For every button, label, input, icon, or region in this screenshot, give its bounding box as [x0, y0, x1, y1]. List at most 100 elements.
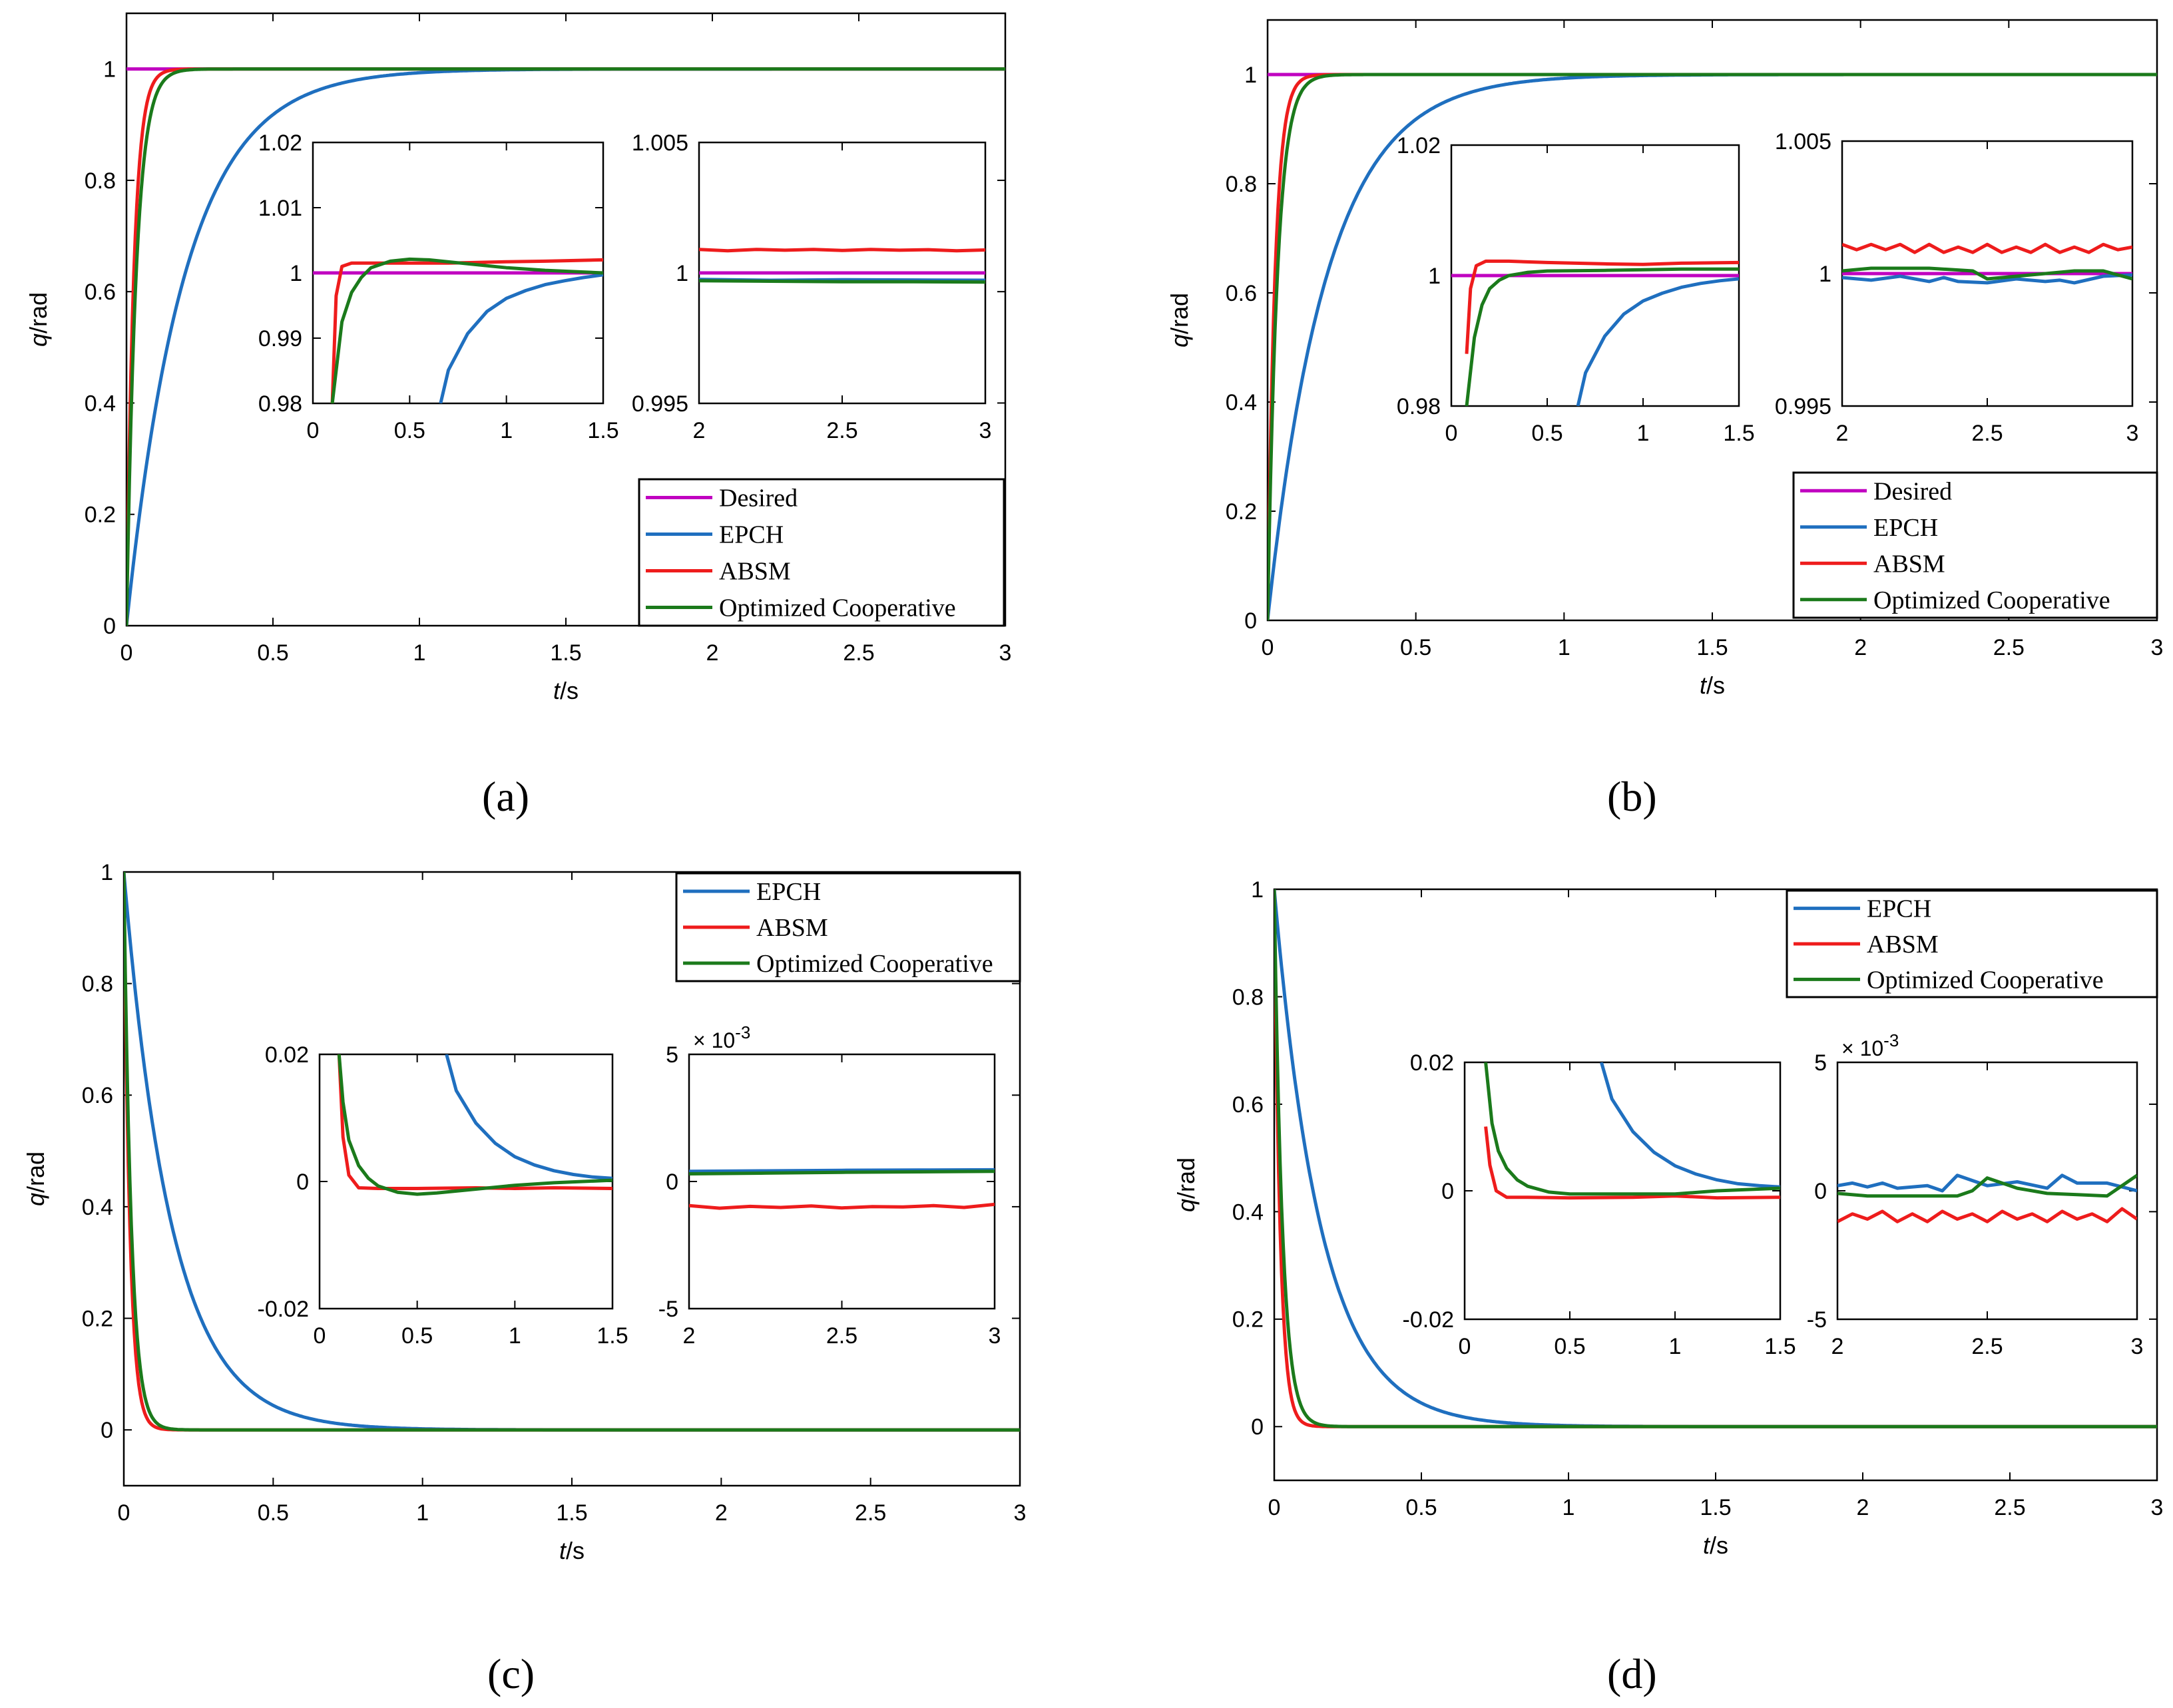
panel-label-a: (a) — [482, 773, 530, 820]
inset-y-tick-label: 0.98 — [1397, 394, 1441, 419]
inset-y-tick-label: 1 — [1428, 264, 1441, 289]
legend-label-absm: ABSM — [1867, 931, 1939, 959]
inset-y-tick-label: -0.02 — [258, 1297, 310, 1322]
main-x-tick-label: 0 — [118, 1500, 130, 1526]
main-y-tick-label: 0.6 — [1226, 281, 1257, 306]
legend-label-optimized-cooperative: Optimized Cooperative — [756, 950, 993, 978]
inset-y-tick-label: 0.98 — [258, 391, 302, 417]
inset-2: 2 2.5 3 -5 0 5 × 10-3 — [658, 1022, 1001, 1349]
x-axis-label-unit: /s — [1710, 1532, 1728, 1559]
x-axis-label-var: t — [559, 1537, 567, 1564]
main-y-tick-label: 0.2 — [1226, 499, 1257, 525]
inset-x-tick-label: 1 — [509, 1323, 521, 1349]
inset-y-tick-label: 5 — [666, 1042, 678, 1068]
main-y-tick-label: 1 — [101, 860, 113, 885]
legend: EPCH ABSM Optimized Cooperative — [1786, 889, 2158, 998]
inset-x-tick-label: 3 — [989, 1323, 1001, 1349]
legend: EPCH ABSM Optimized Cooperative — [675, 872, 1021, 982]
inset-multiplier: × 10-3 — [1841, 1030, 1899, 1060]
inset-x-tick-label: 0.5 — [401, 1323, 433, 1349]
y-axis-label-var: q — [1166, 334, 1193, 347]
legend-label-optimized-cooperative: Optimized Cooperative — [1867, 966, 2104, 994]
y-axis-label-var: q — [25, 333, 52, 347]
panel-a: 0 0.5 1 1.5 2 2.5 3 0 0.2 0.4 0.6 0.8 1 t/s q/rad 0 0.5 1… — [25, 12, 1011, 704]
main-y-tick-label: 0 — [101, 1418, 113, 1443]
inset-1: 0 0.5 1 1.5 0.98 1 1.02 — [1397, 133, 1755, 446]
inset-series-optimized-cooperative — [1465, 267, 1739, 406]
main-y-tick-label: 0.4 — [1232, 1199, 1264, 1225]
inset-y-tick-label: 1.02 — [1397, 133, 1441, 158]
main-x-tick-label: 2.5 — [1994, 1495, 2025, 1520]
inset-x-tick-label: 0 — [314, 1323, 326, 1349]
x-axis-label-var: t — [553, 677, 561, 704]
inset-series-epch — [439, 273, 603, 403]
x-axis-label: t/s — [553, 677, 579, 704]
inset-x-tick-label: 3 — [979, 418, 992, 443]
inset-series-epch — [689, 1168, 995, 1174]
legend-label-absm: ABSM — [1873, 550, 1945, 578]
inset-series-epch — [1576, 277, 1739, 406]
legend-label-absm: ABSM — [719, 558, 791, 586]
inset-x-tick-label: 0.5 — [1554, 1334, 1585, 1359]
main-y-tick-label: 0.4 — [82, 1195, 113, 1220]
legend-box — [1792, 471, 2158, 619]
main-y-tick-label: 0.2 — [82, 1306, 113, 1331]
main-x-tick-label: 1.5 — [1696, 635, 1728, 660]
inset-series-absm — [699, 248, 985, 253]
inset-series-optimized-cooperative — [1842, 266, 2132, 281]
main-x-tick-label: 0.5 — [257, 640, 288, 666]
inset-series-optimized-cooperative — [330, 257, 603, 403]
x-axis-label-unit: /s — [566, 1537, 585, 1564]
main-x-tick-label: 2.5 — [843, 640, 874, 666]
main-x-tick-label: 1 — [1558, 635, 1570, 660]
inset-y-tick-label: 1.005 — [632, 130, 688, 156]
inset-series-absm — [1465, 259, 1739, 354]
y-axis-label: q/rad — [1166, 293, 1193, 347]
inset-series-optimized-cooperative — [699, 279, 985, 284]
inset-y-tick-label: 0.995 — [1775, 394, 1831, 419]
inset-y-tick-label: 1 — [290, 261, 302, 286]
inset-x-tick-label: 0 — [1445, 421, 1458, 446]
inset-x-tick-label: 2 — [1836, 421, 1849, 446]
y-axis-label: q/rad — [1172, 1158, 1200, 1212]
series-optimized-cooperative — [126, 67, 1005, 626]
main-x-tick-label: 0 — [1262, 635, 1274, 660]
x-axis-label-unit: /s — [1706, 672, 1725, 699]
main-y-tick-label: 0.6 — [85, 280, 116, 305]
y-axis-label: q/rad — [25, 292, 52, 347]
inset-y-tick-label: 0.02 — [265, 1042, 309, 1068]
inset-x-tick-label: 2 — [693, 418, 706, 443]
inset-2: 2 2.5 3 0.995 1 1.005 — [1775, 129, 2139, 446]
main-x-tick-label: 0.5 — [1405, 1495, 1437, 1520]
inset-series-optimized-cooperative — [1484, 1062, 1780, 1196]
main-x-tick-label: 1.5 — [556, 1500, 587, 1526]
main-x-tick-label: 1 — [1563, 1495, 1575, 1520]
main-x-tick-label: 3 — [2151, 1495, 2164, 1520]
main-x-tick-label: 0 — [121, 640, 133, 666]
main-x-tick-label: 2 — [715, 1500, 728, 1526]
inset-axes-frame — [688, 1053, 996, 1310]
legend-label-epch: EPCH — [719, 521, 784, 549]
inset-x-tick-label: 2.5 — [826, 418, 857, 443]
inset-series-optimized-cooperative — [1837, 1174, 2137, 1198]
inset-series-epch — [445, 1054, 612, 1180]
inset-y-tick-label: 1 — [676, 261, 688, 286]
main-y-tick-label: 0.2 — [1232, 1307, 1264, 1333]
inset-y-tick-label: -5 — [1807, 1307, 1827, 1333]
inset-x-tick-label: 0.5 — [1531, 421, 1563, 446]
inset-series-absm — [1837, 1207, 2137, 1223]
panel-d: 0 0.5 1 1.5 2 2.5 3 0 0.2 0.4 0.6 0.8 1 t/s q/rad 0 0.5 1… — [1172, 877, 2163, 1559]
x-axis-label-unit: /s — [560, 677, 579, 704]
inset-x-tick-label: 2.5 — [826, 1323, 857, 1349]
inset-y-tick-label: 1.01 — [258, 196, 302, 221]
main-x-tick-label: 1 — [416, 1500, 429, 1526]
main-y-tick-label: 0.4 — [85, 391, 116, 416]
inset-series-epch — [1837, 1174, 2137, 1193]
main-x-tick-label: 3 — [2151, 635, 2164, 660]
main-y-tick-label: 0.2 — [85, 503, 116, 528]
y-axis-label-var: q — [1172, 1199, 1200, 1212]
main-y-tick-label: 0.8 — [82, 972, 113, 997]
y-axis-label-var: q — [22, 1193, 49, 1206]
inset-x-tick-label: 0 — [307, 418, 320, 443]
